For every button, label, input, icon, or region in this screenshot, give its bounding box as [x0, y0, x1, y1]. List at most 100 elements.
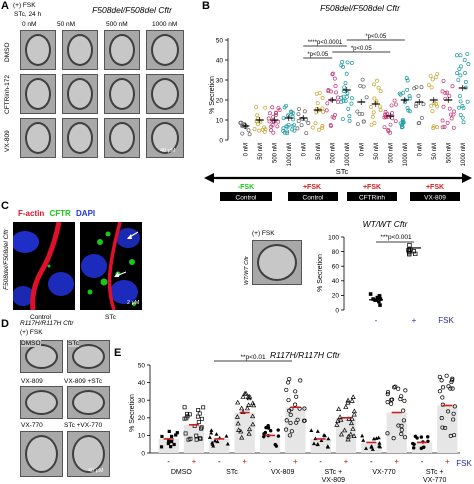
b-point: [304, 131, 309, 136]
b-point: [458, 112, 463, 117]
col-3: 1000 nM: [152, 21, 178, 28]
b-xtick-label: 500 nM: [330, 143, 336, 163]
b-point: [460, 115, 465, 120]
organoid-image: [146, 30, 184, 70]
e-point: [309, 428, 314, 432]
panel-d-title: R117H/R117H Cftr: [20, 320, 74, 327]
e-point: [183, 431, 188, 436]
b-point: [270, 105, 275, 110]
e-point: [199, 426, 204, 431]
e-point: [250, 413, 256, 419]
e-point: [326, 436, 331, 441]
e-point: [345, 399, 351, 405]
wt-ytick-label: 0: [335, 307, 339, 314]
b-point: [275, 124, 280, 129]
e-point: [196, 420, 201, 425]
b-point: [435, 125, 440, 130]
e-point: [419, 435, 424, 439]
panel-c-side: F508del/F508del Cftr: [3, 228, 10, 290]
e-point: [412, 446, 416, 450]
e-point: [385, 392, 390, 397]
b-point: [324, 108, 329, 113]
b-stat-label: *p<0.05: [351, 46, 373, 52]
b-point: [399, 125, 404, 130]
e-xcat-line2: VX-809: [322, 477, 345, 484]
e-sign: -: [167, 457, 170, 466]
b-point: [441, 78, 446, 83]
b-point: [314, 91, 319, 96]
panel-a-fsk: (+) FSK: [13, 2, 36, 9]
b-point: [447, 93, 452, 98]
b-xtick-label: 500 nM: [388, 143, 394, 163]
e-bar: [386, 412, 407, 453]
b-fsk-plus2: +FSK: [363, 184, 381, 191]
b-point: [269, 128, 273, 133]
organoid-image: [62, 118, 98, 158]
b-point: [266, 116, 271, 121]
b-point: [460, 103, 465, 108]
b-ytick-label: 10: [216, 117, 224, 124]
e-point: [399, 427, 404, 432]
b-xtick-label: 500 nM: [272, 143, 278, 163]
b-point: [335, 99, 340, 104]
b-ytick-label: 50: [216, 37, 224, 44]
e-sign: +: [242, 457, 247, 466]
b-point: [320, 123, 325, 128]
e-point: [159, 445, 164, 449]
e-point: [370, 447, 375, 451]
b-point: [361, 119, 366, 124]
e-point: [288, 420, 293, 426]
b-xtick-label: 1000 nM: [403, 143, 409, 166]
b-group-3: VX-809: [424, 195, 446, 202]
e-point: [386, 390, 391, 395]
e-point: [439, 378, 444, 383]
e-point: [182, 416, 187, 421]
e-point: [293, 402, 298, 407]
b-point: [456, 77, 461, 82]
organoid-image: [146, 74, 184, 114]
b-point: [296, 112, 301, 117]
b-point: [358, 83, 363, 88]
wt-xpos: +: [412, 316, 417, 325]
b-point: [429, 103, 434, 108]
panel-c-legend: F-actin CFTR DAPI: [18, 209, 95, 218]
wt-ytick-label: 20: [332, 293, 340, 300]
e-sign: +: [394, 457, 399, 466]
b-point: [326, 88, 331, 93]
panel-d-fsk: (+) FSK: [20, 329, 43, 336]
e-point: [399, 394, 404, 399]
e-point: [440, 395, 445, 400]
b-xtick-label: 50 nM: [316, 143, 322, 160]
d-label-3: VX-809 +STc: [64, 378, 103, 385]
b-point: [349, 60, 354, 65]
b-point: [361, 84, 366, 89]
e-point: [377, 444, 382, 448]
e-point: [446, 409, 451, 414]
e-point: [451, 417, 456, 422]
b-point: [282, 105, 287, 110]
e-point: [214, 432, 219, 436]
panel-b-title: F508del/F508del Cftr: [320, 3, 400, 13]
e-point: [350, 394, 356, 399]
b-point: [393, 119, 398, 124]
e-point: [325, 444, 330, 448]
e-point: [246, 426, 253, 432]
b-point: [372, 121, 377, 125]
e-point: [444, 373, 449, 378]
d-label-0: DMSO: [21, 340, 41, 347]
b-point: [375, 78, 379, 83]
e-point: [385, 431, 390, 436]
e-point: [399, 423, 404, 428]
panel-e-letter: E: [114, 347, 122, 359]
panel-a-scale: 40 μM: [160, 148, 176, 154]
b-point: [254, 105, 259, 110]
b-point: [435, 104, 440, 109]
e-point: [242, 391, 248, 396]
b-point: [449, 116, 454, 121]
e-sign: +: [293, 457, 298, 466]
e-point: [224, 434, 229, 438]
e-point: [298, 378, 303, 383]
b-point: [299, 123, 304, 128]
e-point: [389, 397, 394, 402]
